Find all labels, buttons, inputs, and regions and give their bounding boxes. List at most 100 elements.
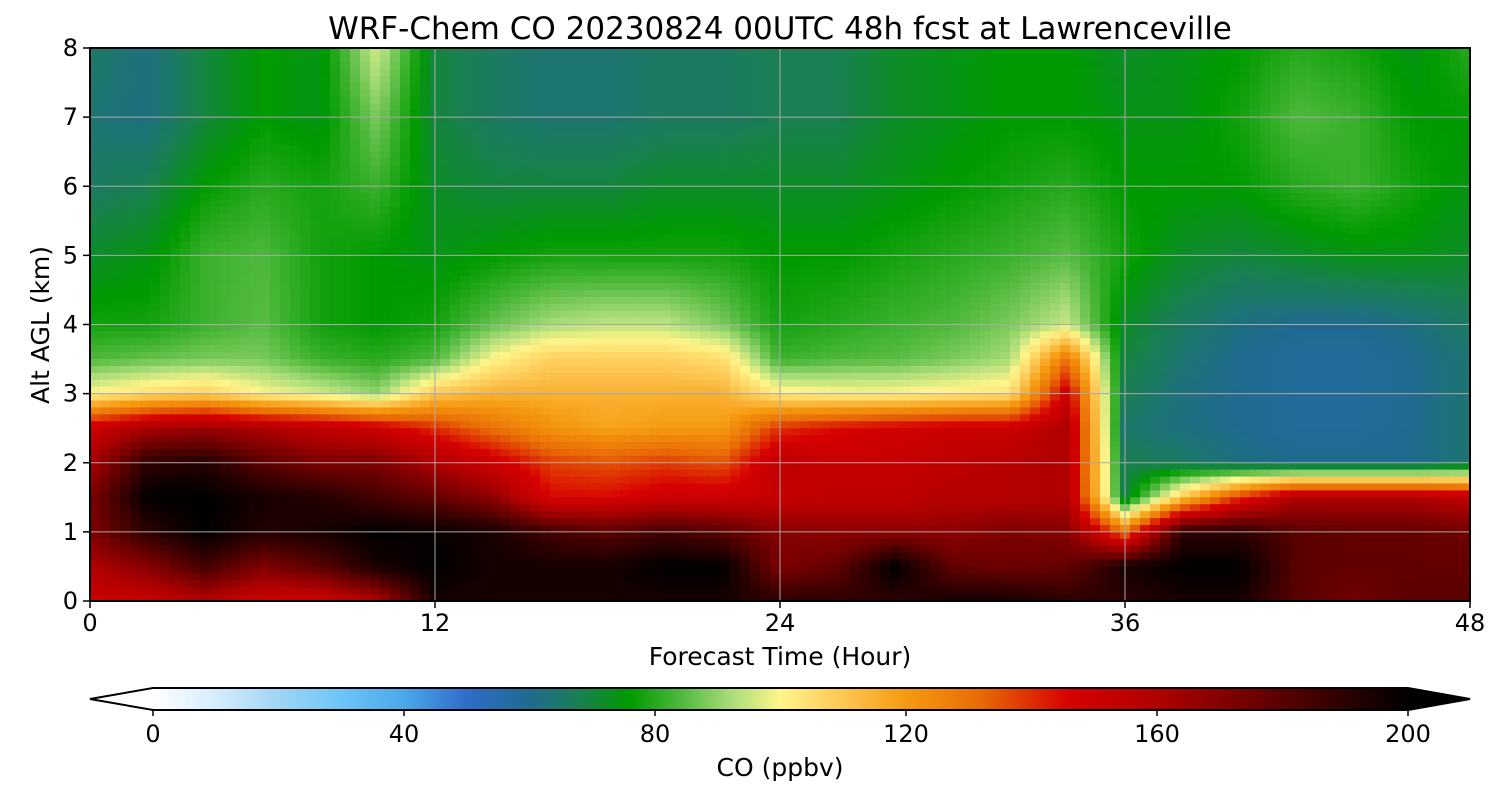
heatmap-cell: [420, 124, 431, 132]
heatmap-cell: [1280, 82, 1291, 91]
heatmap-cell: [920, 68, 931, 77]
heatmap-cell: [220, 186, 231, 194]
heatmap-cell: [400, 213, 411, 222]
heatmap-cell: [980, 206, 991, 215]
heatmap-cell: [780, 130, 791, 139]
heatmap-cell: [240, 296, 251, 305]
heatmap-cell: [400, 172, 411, 180]
heatmap-cell: [400, 151, 411, 160]
heatmap-cell: [90, 213, 101, 222]
heatmap-cell: [1010, 110, 1021, 118]
heatmap-cell: [150, 110, 161, 118]
heatmap-cell: [1420, 227, 1431, 236]
heatmap-cell: [740, 289, 751, 298]
heatmap-cell: [930, 117, 941, 125]
heatmap-cell: [790, 110, 801, 118]
heatmap-cell: [1410, 68, 1421, 77]
heatmap-cell: [590, 269, 601, 277]
heatmap-cell: [270, 172, 281, 180]
heatmap-cell: [240, 186, 251, 194]
heatmap-cell: [890, 255, 901, 263]
heatmap-cell: [1420, 110, 1431, 118]
heatmap-cell: [940, 54, 951, 63]
heatmap-cell: [250, 130, 261, 139]
heatmap-cell: [760, 124, 771, 132]
heatmap-cell: [440, 151, 451, 160]
heatmap-cell: [1230, 227, 1241, 236]
heatmap-cell: [820, 276, 831, 284]
heatmap-cell: [680, 262, 691, 270]
heatmap-cell: [1040, 103, 1051, 111]
heatmap-cell: [840, 200, 851, 208]
heatmap-cell: [570, 82, 581, 91]
heatmap-cell: [250, 103, 261, 111]
heatmap-cell: [780, 124, 791, 132]
heatmap-cell: [1230, 110, 1241, 118]
heatmap-cell: [650, 234, 661, 243]
heatmap-cell: [1340, 276, 1351, 284]
heatmap-cell: [1020, 269, 1031, 277]
heatmap-cell: [1430, 124, 1441, 132]
heatmap-cell: [1070, 61, 1081, 70]
heatmap-cell: [850, 48, 861, 56]
heatmap-cell: [970, 75, 981, 84]
heatmap-cell: [270, 48, 281, 56]
heatmap-cell: [450, 241, 461, 250]
heatmap-cell: [390, 130, 401, 139]
heatmap-cell: [240, 151, 251, 160]
heatmap-cell: [1250, 75, 1261, 84]
heatmap-cell: [1270, 193, 1281, 201]
heatmap-cell: [330, 61, 341, 70]
heatmap-cell: [620, 262, 631, 270]
heatmap-cell: [870, 82, 881, 91]
heatmap-cell: [610, 283, 621, 291]
heatmap-cell: [640, 193, 651, 201]
heatmap-cell: [210, 96, 221, 104]
heatmap-cell: [820, 206, 831, 215]
heatmap-cell: [1280, 89, 1291, 97]
heatmap-cell: [630, 61, 641, 70]
heatmap-cell: [1130, 179, 1141, 187]
heatmap-cell: [1230, 186, 1241, 194]
heatmap-cell: [860, 283, 871, 291]
heatmap-cell: [450, 186, 461, 194]
heatmap-cell: [440, 165, 451, 174]
heatmap-cell: [640, 158, 651, 167]
heatmap-cell: [460, 144, 471, 153]
heatmap-cell: [700, 130, 711, 139]
heatmap-cell: [1330, 283, 1341, 291]
heatmap-cell: [920, 276, 931, 284]
heatmap-cell: [1040, 124, 1051, 132]
heatmap-cell: [550, 220, 561, 229]
heatmap-cell: [1350, 234, 1361, 243]
heatmap-cell: [670, 255, 681, 263]
heatmap-cell: [200, 68, 211, 77]
heatmap-cell: [150, 227, 161, 236]
heatmap-cell: [230, 186, 241, 194]
heatmap-cell: [1340, 89, 1351, 97]
heatmap-cell: [570, 234, 581, 243]
heatmap-cell: [960, 89, 971, 97]
heatmap-cell: [590, 172, 601, 180]
heatmap-cell: [520, 206, 531, 215]
heatmap-cell: [530, 124, 541, 132]
heatmap-cell: [1320, 283, 1331, 291]
heatmap-cell: [1450, 96, 1461, 104]
heatmap-cell: [1040, 158, 1051, 167]
heatmap-cell: [1060, 262, 1071, 270]
heatmap-cell: [240, 283, 251, 291]
heatmap-cell: [130, 75, 141, 84]
heatmap-cell: [300, 165, 311, 174]
heatmap-cell: [1210, 82, 1221, 91]
heatmap-cell: [120, 48, 131, 56]
heatmap-cell: [260, 124, 271, 132]
heatmap-cell: [180, 220, 191, 229]
heatmap-cell: [610, 48, 621, 56]
heatmap-cell: [640, 165, 651, 174]
heatmap-cell: [910, 61, 921, 70]
heatmap-cell: [740, 172, 751, 180]
heatmap-cell: [230, 234, 241, 243]
heatmap-cell: [1280, 48, 1291, 56]
heatmap-cell: [100, 200, 111, 208]
heatmap-cell: [880, 200, 891, 208]
